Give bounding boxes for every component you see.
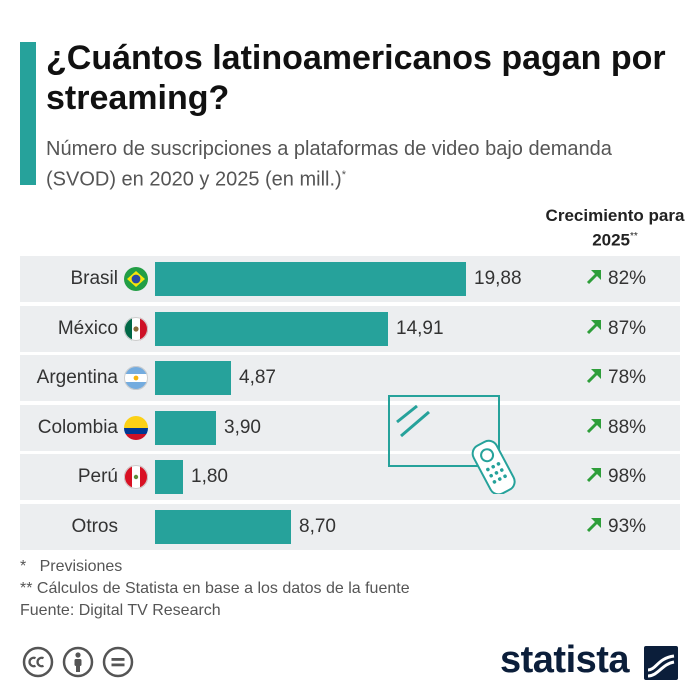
row-background-colombia bbox=[20, 404, 680, 451]
no-derivatives-icon[interactable] bbox=[102, 646, 134, 678]
growth-value-peru: 98% bbox=[608, 466, 647, 487]
footnotes: * Previsiones ** Cálculos de Statista en… bbox=[20, 556, 410, 622]
bar-argentina bbox=[155, 361, 231, 395]
value-label-brasil: 19,88 bbox=[474, 268, 522, 289]
growth-header-label: Crecimiento para 2025 bbox=[545, 206, 685, 250]
title-accent-bar bbox=[20, 42, 36, 185]
mexico-flag-icon bbox=[124, 316, 148, 341]
chart-subtitle: Número de suscripciones a plataformas de… bbox=[46, 136, 666, 193]
arrow-up-right-icon bbox=[586, 517, 601, 532]
growth-value-argentina: 78% bbox=[608, 367, 647, 388]
value-label-colombia: 3,90 bbox=[224, 416, 261, 438]
bar-brasil bbox=[155, 262, 466, 296]
value-label-mexico: 14,91 bbox=[396, 317, 444, 339]
argentina-flag-icon bbox=[124, 366, 148, 390]
category-label-argentina: Argentina bbox=[36, 367, 118, 388]
footnote-forecast: * Previsiones bbox=[20, 558, 123, 575]
category-label-brasil: Brasil bbox=[70, 268, 118, 289]
row-background-otros bbox=[20, 503, 680, 550]
growth-value-brasil: 82% bbox=[608, 268, 647, 289]
bar-colombia bbox=[155, 410, 216, 445]
peru-flag-icon bbox=[124, 465, 148, 489]
source-note: Fuente: Digital TV Research bbox=[20, 602, 221, 619]
growth-column-header: Crecimiento para 2025** bbox=[545, 205, 685, 251]
chart-title: ¿Cuántos latinoamericanos pagan por stre… bbox=[46, 39, 666, 117]
subtitle-footnote-mark: * bbox=[341, 169, 346, 181]
growth-header-footnote-mark: ** bbox=[630, 231, 638, 242]
bar-mexico bbox=[155, 311, 388, 346]
brazil-flag-icon bbox=[124, 267, 148, 291]
category-label-mexico: México bbox=[57, 317, 118, 339]
arrow-up-right-icon bbox=[586, 369, 601, 384]
colombia-flag-icon bbox=[124, 415, 148, 440]
creative-commons-icon[interactable] bbox=[22, 646, 54, 678]
value-label-argentina: 4,87 bbox=[239, 367, 276, 388]
arrow-up-right-icon bbox=[586, 418, 601, 433]
footnote-calculation: ** Cálculos de Statista en base a los da… bbox=[20, 580, 410, 597]
tv-remote-icon bbox=[388, 395, 516, 494]
value-label-otros: 8,70 bbox=[299, 515, 336, 537]
growth-label-mexico: 87% bbox=[585, 317, 675, 341]
growth-label-peru: 98% bbox=[585, 465, 675, 489]
growth-value-mexico: 87% bbox=[608, 317, 647, 339]
arrow-up-right-icon bbox=[586, 270, 601, 285]
category-label-peru: Perú bbox=[77, 466, 118, 487]
category-label-otros: Otros bbox=[71, 515, 118, 537]
growth-label-otros: 93% bbox=[585, 515, 675, 539]
growth-label-colombia: 88% bbox=[585, 416, 675, 440]
row-background-argentina bbox=[20, 355, 680, 401]
arrow-up-right-icon bbox=[586, 319, 601, 334]
bar-otros bbox=[155, 509, 291, 544]
value-label-peru: 1,80 bbox=[191, 466, 228, 487]
growth-label-argentina: 78% bbox=[585, 366, 675, 390]
category-label-colombia: Colombia bbox=[37, 416, 118, 438]
row-background-peru bbox=[20, 454, 680, 500]
growth-value-otros: 93% bbox=[608, 515, 647, 537]
subtitle-text: Número de suscripciones a plataformas de… bbox=[46, 138, 612, 191]
statista-logo-icon bbox=[644, 646, 678, 680]
attribution-icon[interactable] bbox=[62, 646, 94, 678]
growth-label-brasil: 82% bbox=[585, 267, 675, 291]
bar-peru bbox=[155, 460, 183, 494]
statista-logo-text[interactable]: statista bbox=[500, 639, 630, 681]
arrow-up-right-icon bbox=[586, 468, 601, 483]
growth-value-colombia: 88% bbox=[608, 416, 647, 438]
